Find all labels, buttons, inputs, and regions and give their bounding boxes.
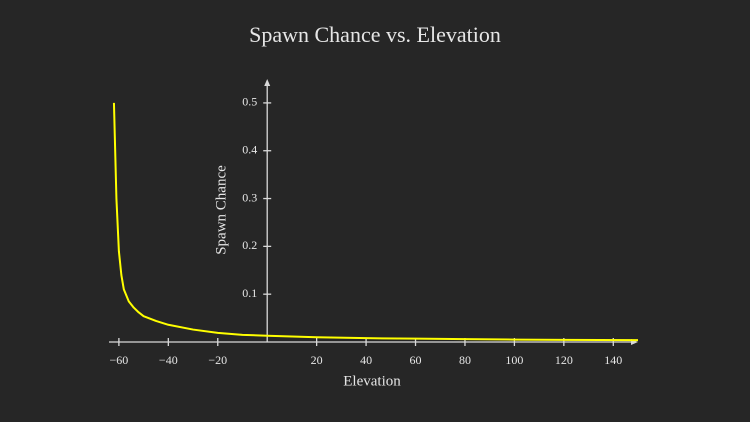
line-series <box>112 102 639 342</box>
x-tick-label: −60 <box>109 353 128 367</box>
x-tick-label: 140 <box>604 353 622 367</box>
y-axis-label: Spawn Chance <box>213 165 229 255</box>
chart-title: Spawn Chance vs. Elevation <box>249 22 501 47</box>
y-tick-label: 0.4 <box>242 142 257 156</box>
x-tick-label: 40 <box>360 353 372 367</box>
x-tick-label: 80 <box>459 353 471 367</box>
y-axis-arrow <box>264 79 271 86</box>
y-tick-label: 0.2 <box>242 238 257 252</box>
x-tick-label: −20 <box>208 353 227 367</box>
y-tick-label: 0.1 <box>242 286 257 300</box>
y-tick-label: 0.3 <box>242 190 257 204</box>
x-axis-label: Elevation <box>343 373 401 389</box>
x-tick-label: 120 <box>555 353 573 367</box>
y-tick-label: 0.5 <box>242 95 257 109</box>
x-tick-label: 60 <box>410 353 422 367</box>
x-tick-label: −40 <box>159 353 178 367</box>
x-tick-label: 20 <box>311 353 323 367</box>
x-tick-label: 100 <box>505 353 523 367</box>
